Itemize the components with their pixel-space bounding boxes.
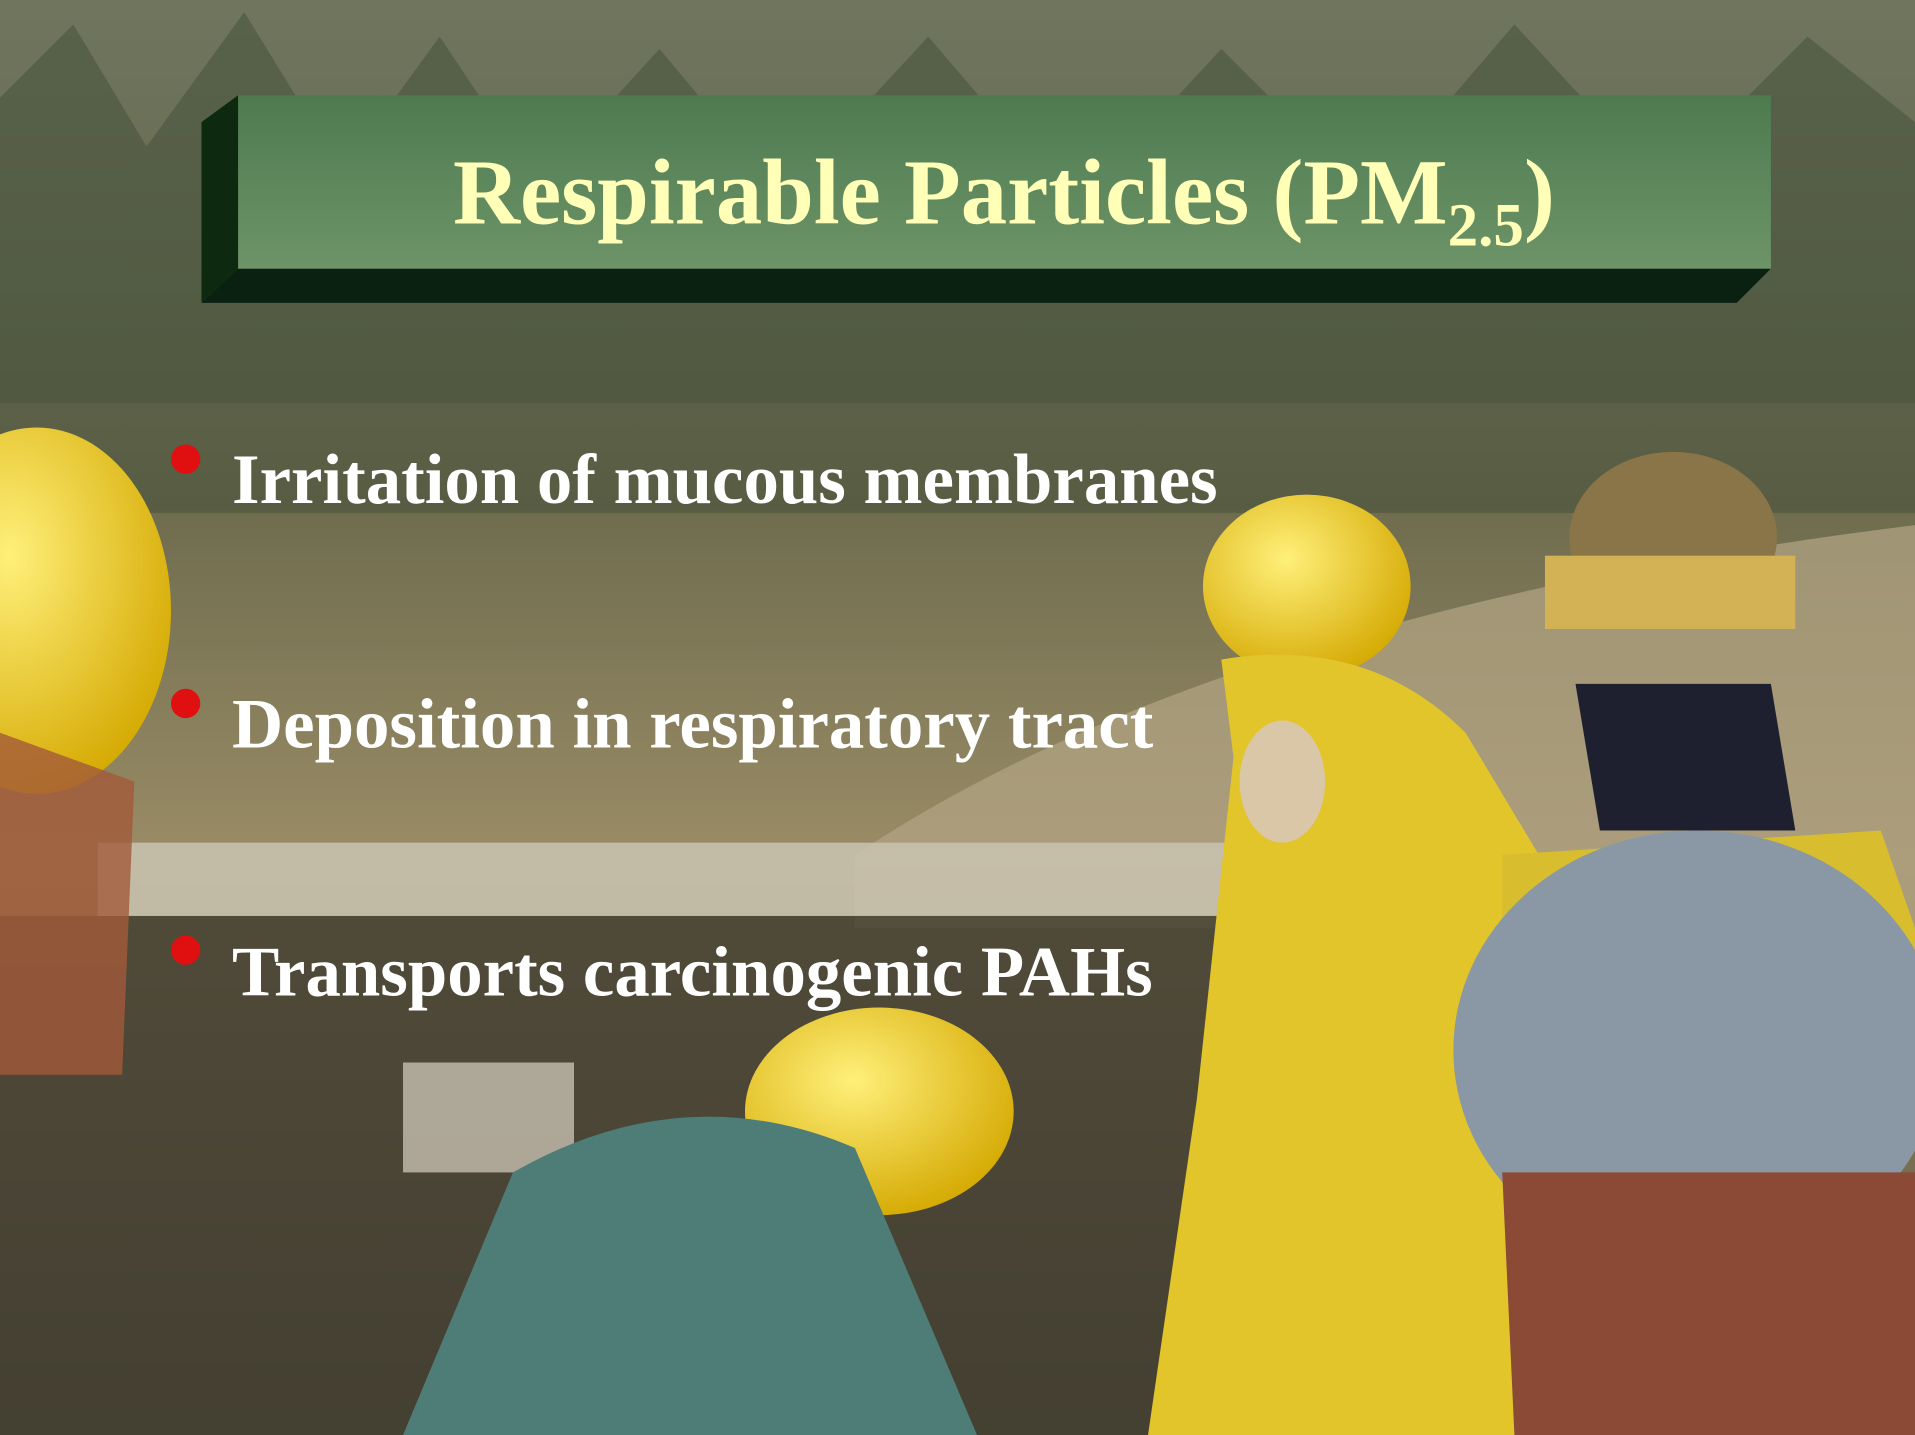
slide: Respirable Particles (PM2.5) Irritation … — [0, 0, 1915, 1435]
page: {"slide": { "title": {"text": "Respirabl… — [0, 0, 1915, 1435]
title-text: Respirable Particles (PM — [453, 141, 1448, 244]
slide-title: Respirable Particles (PM2.5) — [453, 141, 1555, 259]
bullet-dot — [171, 689, 200, 718]
bullet-text: Deposition in respiratory tract — [232, 685, 1154, 763]
bullet-text: Irritation of mucous membranes — [232, 441, 1218, 519]
title-subscript: 2.5 — [1448, 192, 1524, 259]
title-suffix: ) — [1524, 141, 1555, 244]
bullet-dot — [171, 445, 200, 474]
bullet-dot — [171, 935, 200, 964]
bullet-text: Transports carcinogenic PAHs — [232, 933, 1153, 1011]
